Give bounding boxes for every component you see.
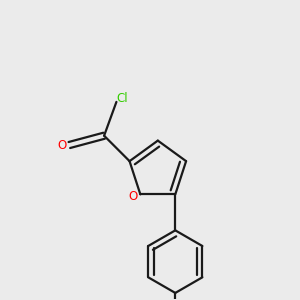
Text: O: O (58, 139, 67, 152)
Text: Cl: Cl (117, 92, 128, 105)
Text: O: O (129, 190, 138, 203)
